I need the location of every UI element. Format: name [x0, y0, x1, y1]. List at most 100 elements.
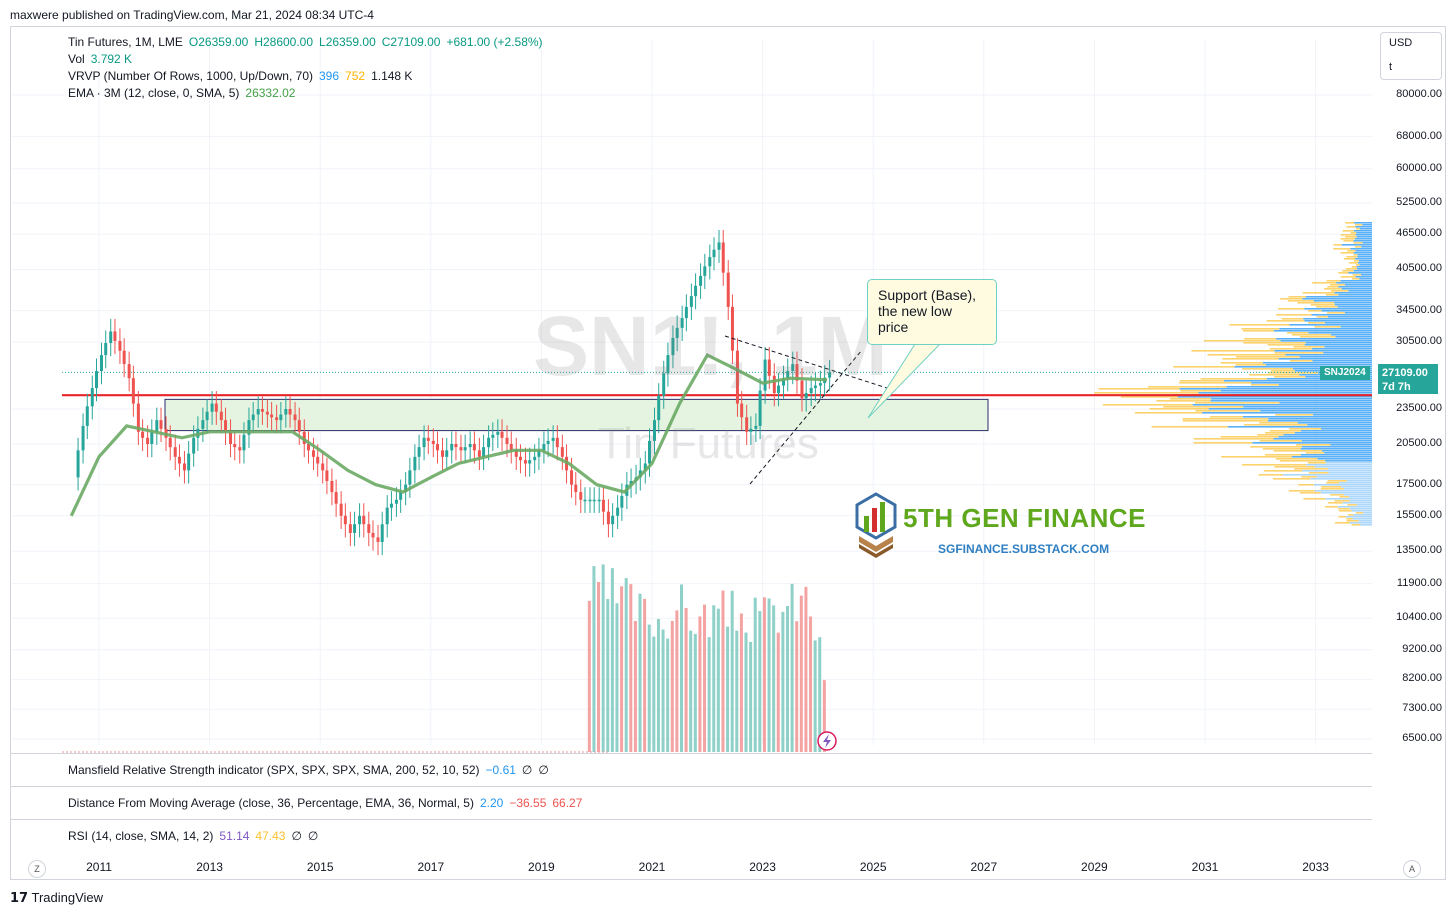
tradingview-logo-icon: 𝟭𝟳 [10, 890, 29, 905]
tradingview-logo[interactable]: 𝟭𝟳 TradingView [10, 890, 103, 906]
volume-profile-down-bar [1310, 304, 1335, 306]
legend-vrvp-row[interactable]: VRVP (Number Of Rows, 1000, Up/Down, 70)… [68, 68, 549, 85]
volume-profile-down-bar [1267, 344, 1305, 346]
volume-profile-down-bar [1316, 306, 1338, 308]
volume-profile-down-bar [1243, 342, 1306, 344]
volume-bar [652, 636, 656, 752]
volume-profile-up-bar [1344, 312, 1372, 314]
volume-profile-up-bar [1294, 432, 1372, 434]
legend-open: O26359.00 [188, 35, 249, 49]
volume-profile-down-bar [1330, 284, 1345, 286]
volume-profile-down-bar [1288, 490, 1315, 492]
indicator-pane-rsi[interactable]: RSI (14, close, SMA, 14, 2) 51.14 47.43 ∅ ∅ [10, 819, 1372, 851]
volume-profile-down-bar [1182, 420, 1268, 422]
volume-profile-down-bar [1272, 478, 1311, 480]
volume-profile-up-bar [1311, 314, 1372, 316]
volume-profile-down-bar [1342, 270, 1354, 272]
candle-body [109, 331, 113, 344]
log-scale-toggle[interactable]: Z [28, 860, 46, 878]
volume-bar [633, 620, 637, 752]
candle-body [468, 444, 472, 448]
price-scale-label: 46500.00 [1396, 227, 1442, 240]
volume-profile-up-bar [1338, 294, 1372, 296]
candle-body [818, 383, 822, 386]
volume-profile-up-bar [1344, 284, 1372, 286]
candle-body [404, 484, 408, 493]
volume-bar [656, 618, 660, 752]
candle-body [666, 355, 670, 374]
volume-profile-up-bar [1268, 418, 1372, 420]
volume-profile-down-bar [1200, 378, 1267, 380]
candle-body [518, 456, 522, 461]
candle-body [546, 440, 550, 444]
volume-profile-up-bar [1273, 438, 1372, 440]
legend-ema-row[interactable]: EMA · 3M (12, close, 0, SMA, 5) 26332.02 [68, 85, 549, 102]
volume-profile-down-bar [1303, 498, 1326, 500]
indicator-pane-mansfield[interactable]: Mansfield Relative Strength indicator (S… [10, 753, 1372, 785]
volume-profile-up-bar [1179, 388, 1372, 390]
volume-profile-down-bar [1327, 480, 1348, 482]
candle-body [348, 524, 352, 533]
price-scale-label: 6500.00 [1402, 732, 1442, 744]
price-scale-label: 15500.00 [1396, 508, 1442, 521]
volume-profile-up-bar [1327, 468, 1372, 470]
time-axis-label: 2017 [417, 860, 445, 874]
candle-body [131, 378, 135, 404]
candle-body [376, 537, 380, 542]
currency-unit-selector[interactable]: USD t [1380, 32, 1442, 80]
candle-body [279, 414, 283, 421]
indicator-pane-distance-ma[interactable]: Distance From Moving Average (close, 36,… [10, 786, 1372, 818]
volume-bar [606, 598, 610, 752]
volume-profile-up-bar [1340, 280, 1372, 282]
volume-bar [767, 598, 771, 752]
candle-body [422, 437, 426, 448]
symbol-badge: SNJ2024 [1320, 366, 1370, 380]
volume-profile-up-bar [1312, 360, 1372, 362]
candle-body [150, 431, 154, 444]
volume-profile-down-bar [1334, 500, 1350, 502]
bar-countdown: 7d 7h [1382, 381, 1411, 393]
brand-url[interactable]: SGFINANCE.SUBSTACK.COM [938, 542, 1110, 556]
volume-profile-down-bar [1258, 474, 1284, 476]
publication-header: maxwere published on TradingView.com, Ma… [10, 8, 374, 22]
chart-legend: Tin Futures, 1M, LME O26359.00 H28600.00 L2… [68, 34, 549, 102]
candle-body [371, 532, 375, 538]
candle-body [242, 434, 246, 451]
volume-bar [703, 604, 707, 752]
time-axis-label: 2015 [306, 860, 334, 874]
legend-volume-row[interactable]: Vol 3.792 K [68, 51, 549, 68]
price-scale-label: 17500.00 [1396, 477, 1442, 490]
legend-vrvp-total: 1.148 K [371, 69, 413, 83]
volume-profile-down-bar [1346, 226, 1356, 228]
volume-profile-down-bar [1305, 452, 1325, 454]
volume-profile-up-bar [1300, 448, 1372, 450]
legend-high: H28600.00 [254, 35, 314, 49]
legend-vrvp-up: 396 [319, 69, 340, 83]
candle-body [828, 372, 832, 378]
volume-profile-up-bar [1354, 222, 1372, 224]
current-price-value: 27109.00 [1382, 367, 1428, 379]
legend-vrvp-label: VRVP (Number Of Rows, 1000, Up/Down, 70) [68, 69, 313, 83]
volume-profile-down-bar [1312, 282, 1337, 284]
volume-profile-down-bar [1339, 496, 1349, 498]
indicator-value-2: 47.43 [255, 829, 286, 843]
legend-series-row[interactable]: Tin Futures, 1M, LME O26359.00 H28600.00 L2… [68, 34, 549, 51]
candle-body [648, 440, 651, 464]
volume-profile-up-bar [1356, 236, 1372, 238]
volume-profile-up-bar [1314, 490, 1372, 492]
candle-body [316, 456, 320, 464]
indicator-label: RSI (14, close, SMA, 14, 2) [68, 829, 214, 843]
candle-body [601, 499, 605, 512]
volume-profile-up-bar [1278, 436, 1372, 438]
candle-body [389, 503, 393, 508]
candle-body [275, 417, 279, 421]
candle-body [791, 364, 795, 372]
volume-profile-up-bar [1316, 476, 1372, 478]
volume-bar [813, 640, 817, 752]
candle-body [146, 437, 150, 444]
volume-profile-up-bar [1324, 322, 1372, 324]
support-callout[interactable]: Support (Base), the new low price [867, 279, 997, 345]
volume-profile-up-bar [1307, 424, 1372, 426]
auto-scale-toggle[interactable]: A [1403, 860, 1421, 878]
